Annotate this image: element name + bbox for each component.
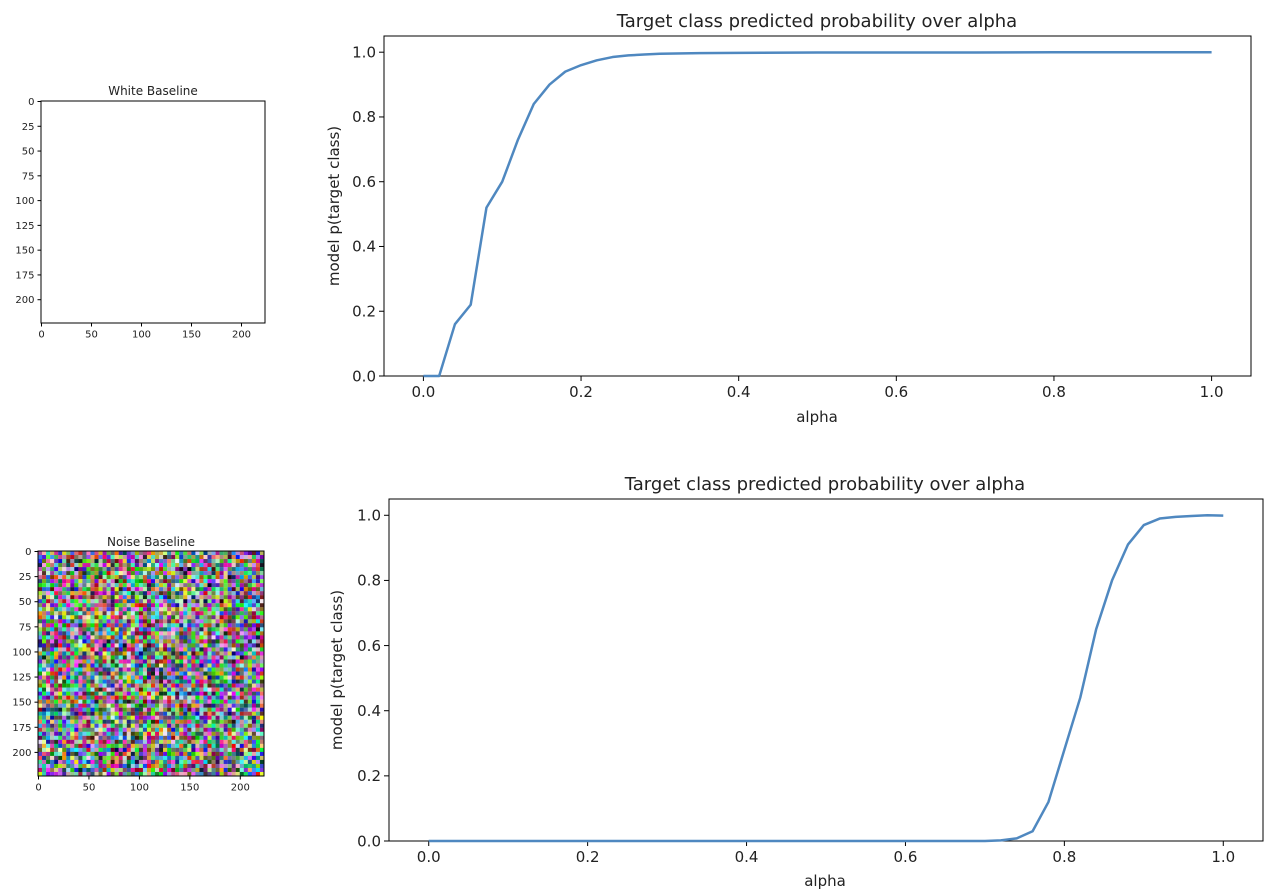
y-tick-label: 75	[19, 622, 32, 633]
y-tick-label: 150	[12, 698, 31, 709]
x-tick-label: 0.0	[411, 383, 435, 401]
y-tick-label: 25	[19, 572, 32, 583]
x-tick-label: 100	[132, 330, 151, 341]
y-tick-label: 125	[12, 673, 31, 684]
top-chart-x-axis-label: alpha	[796, 408, 838, 426]
noise-baseline-x-ticks: 0 50 100 150 200	[35, 776, 250, 794]
y-tick-label: 1.0	[352, 43, 376, 61]
y-tick-label: 100	[12, 647, 31, 658]
top-chart-x-ticks: 0.0 0.2 0.4 0.6 0.8 1.0	[411, 376, 1224, 401]
x-tick-label: 50	[83, 783, 96, 794]
bottom-chart-x-ticks: 0.0 0.2 0.4 0.6 0.8 1.0	[417, 841, 1235, 866]
y-tick-label: 125	[15, 221, 34, 232]
bottom-chart-y-ticks: 0.0 0.2 0.4 0.6 0.8 1.0	[357, 507, 389, 850]
y-tick-label: 0.2	[352, 302, 376, 320]
top-chart-plot-area	[383, 35, 1252, 377]
x-tick-label: 0.6	[884, 383, 908, 401]
noise-baseline-y-ticks: 0 25 50 75 100 125 150 175 200	[12, 547, 38, 759]
white-baseline-image	[40, 100, 266, 324]
y-tick-label: 0.6	[352, 173, 376, 191]
y-tick-label: 100	[15, 196, 34, 207]
bottom-chart-plot-area	[388, 498, 1264, 842]
white-baseline-y-ticks: 0 25 50 75 100 125 150 175 200	[15, 97, 41, 306]
noise-baseline-title: Noise Baseline	[107, 535, 195, 549]
y-tick-label: 0	[28, 97, 34, 108]
x-tick-label: 100	[130, 783, 149, 794]
y-tick-label: 200	[15, 295, 34, 306]
top-chart-y-axis-label: model p(target class)	[325, 126, 343, 286]
y-tick-label: 75	[22, 171, 35, 182]
bottom-chart-series-line	[428, 514, 1224, 843]
y-tick-label: 0	[25, 547, 31, 558]
x-tick-label: 0.2	[576, 848, 600, 866]
x-tick-label: 0.8	[1052, 848, 1076, 866]
x-tick-label: 0	[35, 783, 41, 794]
x-tick-label: 0.8	[1042, 383, 1066, 401]
x-tick-label: 0.4	[727, 383, 751, 401]
y-tick-label: 50	[19, 597, 32, 608]
y-tick-label: 0.4	[357, 702, 381, 720]
noise-baseline-frame	[37, 550, 265, 777]
y-tick-label: 175	[12, 723, 31, 734]
x-tick-label: 200	[231, 783, 250, 794]
x-tick-label: 1.0	[1200, 383, 1224, 401]
x-tick-label: 0	[38, 330, 44, 341]
bottom-chart-y-axis-label: model p(target class)	[328, 590, 346, 750]
white-baseline-title: White Baseline	[108, 84, 198, 98]
y-tick-label: 0.6	[357, 637, 381, 655]
bottom-chart-x-axis-label: alpha	[804, 872, 846, 890]
y-tick-label: 0.0	[352, 367, 376, 385]
y-tick-label: 0.0	[357, 832, 381, 850]
bottom-line-chart: Target class predicted probability over …	[328, 474, 1264, 890]
x-tick-label: 200	[232, 330, 251, 341]
x-tick-label: 50	[85, 330, 98, 341]
bottom-chart-title: Target class predicted probability over …	[624, 474, 1025, 495]
white-baseline-x-ticks: 0 50 100 150 200	[38, 323, 251, 341]
y-tick-label: 0.8	[352, 108, 376, 126]
y-tick-label: 1.0	[357, 507, 381, 525]
y-tick-label: 50	[22, 147, 35, 158]
y-tick-label: 25	[22, 122, 35, 133]
x-tick-label: 0.2	[569, 383, 593, 401]
x-tick-label: 0.6	[894, 848, 918, 866]
top-chart-series-line	[423, 50, 1212, 378]
y-tick-label: 0.2	[357, 767, 381, 785]
white-baseline-panel: White Baseline 0 50 100 150 200 0 25 50 75 100 12…	[15, 84, 266, 341]
top-line-chart: Target class predicted probability over …	[325, 11, 1252, 426]
y-tick-label: 150	[15, 246, 34, 257]
top-chart-y-ticks: 0.0 0.2 0.4 0.6 0.8 1.0	[352, 43, 384, 385]
x-tick-label: 0.0	[417, 848, 441, 866]
y-tick-label: 200	[12, 748, 31, 759]
x-tick-label: 150	[180, 783, 199, 794]
top-chart-title: Target class predicted probability over …	[616, 11, 1017, 32]
x-tick-label: 1.0	[1211, 848, 1235, 866]
noise-baseline-image	[38, 551, 265, 777]
x-tick-label: 150	[182, 330, 201, 341]
y-tick-label: 0.8	[357, 572, 381, 590]
noise-baseline-panel: Noise Baseline 0 50 100 150 200 0 25 50 75 100 12…	[12, 535, 265, 794]
x-tick-label: 0.4	[735, 848, 759, 866]
y-tick-label: 175	[15, 270, 34, 281]
y-tick-label: 0.4	[352, 238, 376, 256]
